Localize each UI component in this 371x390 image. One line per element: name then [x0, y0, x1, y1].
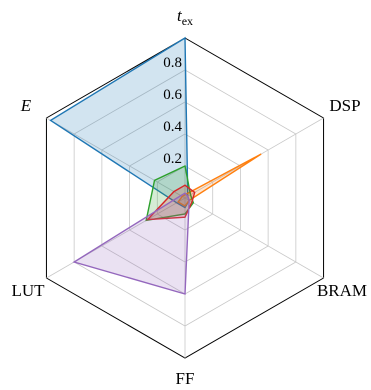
radial-tick-label: 0.4 [163, 119, 182, 135]
radial-tick-label: 0.6 [163, 87, 182, 103]
grid-spoke [184, 197, 324, 279]
axis-label-1: tex [177, 6, 193, 28]
series-area-5 [72, 192, 190, 295]
grid-spoke [46, 197, 186, 279]
series-layer [49, 36, 262, 295]
axis-label-6: E [20, 96, 32, 115]
axis-label-2: DSP [329, 96, 360, 115]
radial-tick-label: 0.8 [163, 55, 182, 71]
tick-label-layer: 0.2 0.4 0.6 0.8 [163, 55, 182, 167]
axis-label-5: LUT [11, 281, 45, 300]
radial-tick-label: 0.2 [163, 151, 182, 167]
axis-label-4: FF [176, 369, 195, 388]
series-area-2 [177, 153, 262, 207]
axis-label-layer: tex DSP BRAM FF LUT E [11, 6, 367, 388]
series-area-3 [145, 164, 195, 222]
grid-spoke [46, 117, 186, 199]
grid-layer [45, 37, 325, 359]
axis-label-3: BRAM [317, 281, 367, 300]
